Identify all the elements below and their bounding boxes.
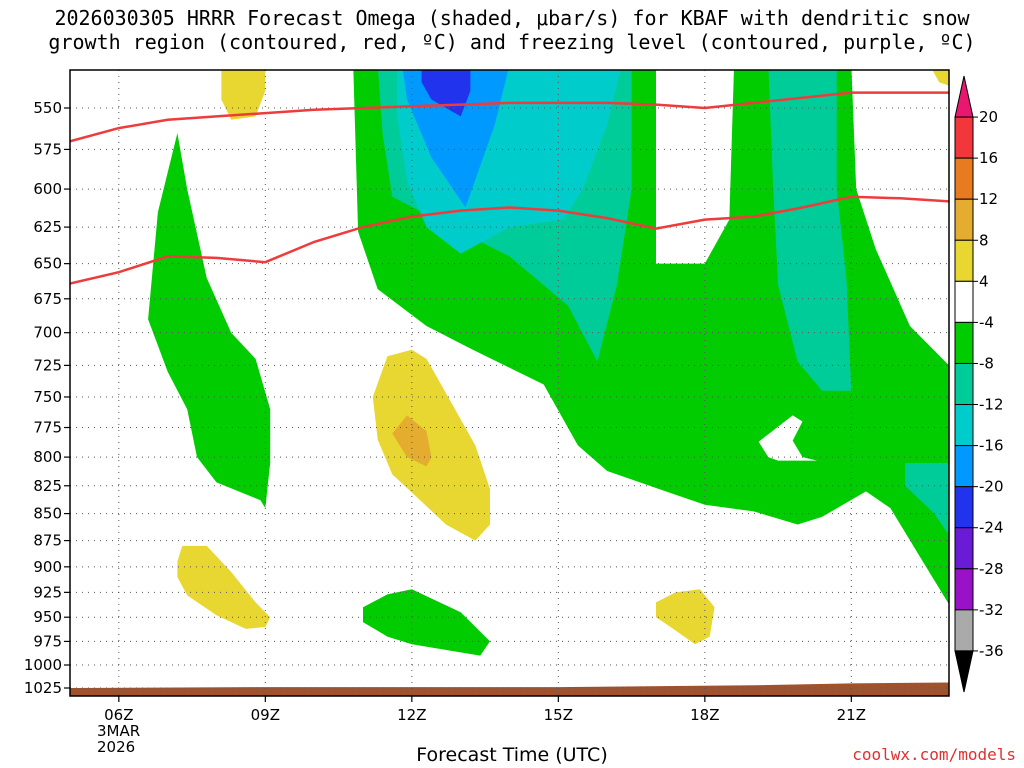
x-tick-label-12Z: 12Z xyxy=(397,706,426,724)
date-label-month: 3MAR xyxy=(97,722,140,740)
colorbar-label-8: -16 xyxy=(979,437,1004,455)
y-tick-label-925: 925 xyxy=(33,583,62,601)
region-yellow-top-left xyxy=(221,70,266,120)
y-tick-label-775: 775 xyxy=(33,419,62,437)
colorbar-label-9: -20 xyxy=(979,478,1004,496)
colorbar-segment-10 xyxy=(954,486,974,529)
colorbar-label-10: -24 xyxy=(979,519,1004,537)
colorbar-segment-13 xyxy=(954,609,974,652)
y-tick-label-550: 550 xyxy=(33,99,62,117)
y-tick-label-875: 875 xyxy=(33,532,62,550)
colorbar-segment-9 xyxy=(954,445,974,488)
y-tick-label-600: 600 xyxy=(33,180,62,198)
y-tick-label-750: 750 xyxy=(33,388,62,406)
y-tick-label-850: 850 xyxy=(33,505,62,523)
y-tick-label-675: 675 xyxy=(33,290,62,308)
region-yellow-lower-left xyxy=(177,545,271,629)
y-tick-label-575: 575 xyxy=(33,140,62,158)
colorbar-label-3: 8 xyxy=(979,231,989,249)
colorbar-segment-11 xyxy=(954,527,974,570)
y-tick-label-975: 975 xyxy=(33,632,62,650)
colorbar-label-6: -8 xyxy=(979,354,994,372)
region-yellow-center xyxy=(372,349,490,541)
colorbar-label-12: -32 xyxy=(979,601,1004,619)
title-line-1: 2026030305 HRRR Forecast Omega (shaded, … xyxy=(54,6,970,30)
colorbar-segment-6 xyxy=(954,321,974,364)
colorbar-label-13: -36 xyxy=(979,642,1004,660)
chart-title: 2026030305 HRRR Forecast Omega (shaded, … xyxy=(0,6,1024,54)
date-label-year: 2026 xyxy=(97,738,135,756)
colorbar-segment-4 xyxy=(954,239,974,282)
colorbar-segment-12 xyxy=(954,568,974,611)
grid-lines xyxy=(70,70,949,696)
x-axis: 06Z 09Z 12Z 15Z 18Z 21Z xyxy=(104,696,866,724)
x-tick-label-06Z: 06Z xyxy=(104,706,133,724)
region-white-hole-right xyxy=(758,415,818,461)
colorbar-label-7: -12 xyxy=(979,396,1004,414)
x-tick-label-21Z: 21Z xyxy=(837,706,866,724)
colorbar-segment-1 xyxy=(954,116,974,159)
colorbar-label-0: 20 xyxy=(979,108,998,126)
y-tick-label-900: 900 xyxy=(33,558,62,576)
colorbar-label-11: -28 xyxy=(979,560,1004,578)
title-line-2: growth region (contoured, red, ºC) and f… xyxy=(48,30,976,54)
terrain-band xyxy=(70,682,949,696)
y-tick-label-1000: 1000 xyxy=(24,656,62,674)
y-tick-label-725: 725 xyxy=(33,356,62,374)
x-tick-label-09Z: 09Z xyxy=(251,706,280,724)
colorbar-segment-8 xyxy=(954,404,974,447)
dgz-top-line xyxy=(70,91,949,143)
region-yellow-top-right xyxy=(932,70,949,86)
y-tick-label-625: 625 xyxy=(33,218,62,236)
colorbar-segment-2 xyxy=(954,157,974,200)
x-tick-label-18Z: 18Z xyxy=(690,706,719,724)
y-tick-label-825: 825 xyxy=(33,477,62,495)
colorbar-top-arrow xyxy=(954,75,974,118)
region-green-low-center xyxy=(363,589,490,656)
colorbar-segment-3 xyxy=(954,198,974,241)
colorbar-label-5: -4 xyxy=(979,313,994,331)
region-yellow-lower-right xyxy=(656,589,715,645)
region-orange-center xyxy=(392,415,432,467)
region-green-mid-low-right xyxy=(905,462,949,536)
y-tick-label-950: 950 xyxy=(33,608,62,626)
y-tick-label-1025: 1025 xyxy=(24,679,62,697)
colorbar-legend: 20 16 12 8 4 -4 -8 -12 -16 -20 -24 -28 -32 -36 xyxy=(954,75,1004,693)
terrain-polygon xyxy=(70,682,949,696)
colorbar-label-4: 4 xyxy=(979,272,989,290)
omega-shading xyxy=(148,70,949,656)
dgz-contours xyxy=(70,91,949,285)
y-tick-label-800: 800 xyxy=(33,448,62,466)
plot-frame xyxy=(69,69,950,697)
source-credit: coolwx.com/models xyxy=(852,745,1016,764)
y-tick-label-700: 700 xyxy=(33,324,62,342)
region-green-mid-right xyxy=(768,70,852,391)
colorbar-label-2: 12 xyxy=(979,190,998,208)
colorbar-segment-7 xyxy=(954,362,974,406)
y-axis: 550 575 600 625 650 675 700 725 750 775 800 825 850 8… xyxy=(24,99,70,697)
x-tick-label-15Z: 15Z xyxy=(544,706,573,724)
y-tick-label-650: 650 xyxy=(33,255,62,273)
dgz-bottom-line xyxy=(70,195,949,285)
x-axis-title: Forecast Time (UTC) xyxy=(416,744,608,766)
colorbar-label-1: 16 xyxy=(979,149,998,167)
colorbar-bottom-arrow xyxy=(954,650,974,693)
colorbar-segment-5 xyxy=(954,280,974,323)
